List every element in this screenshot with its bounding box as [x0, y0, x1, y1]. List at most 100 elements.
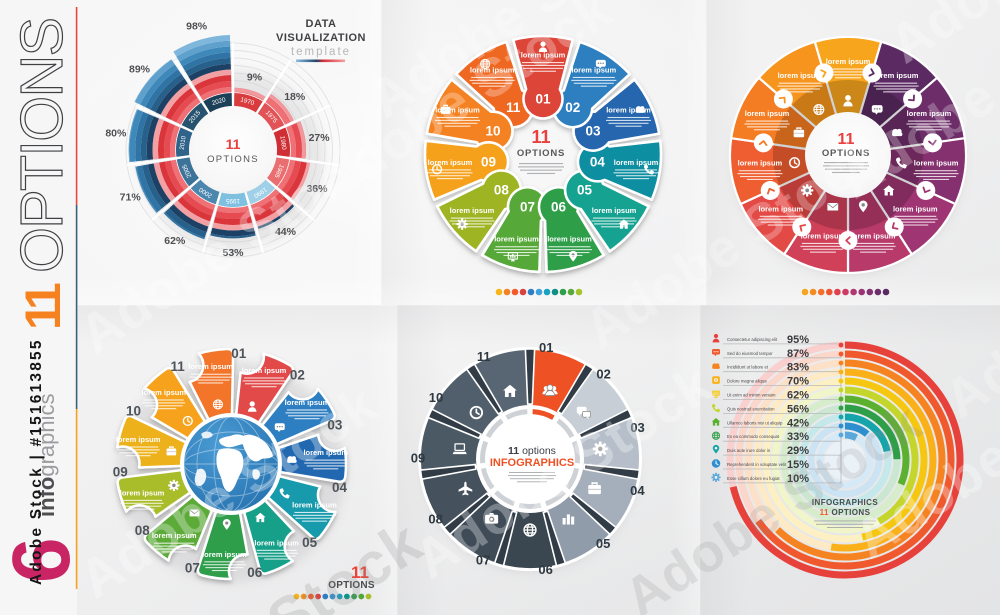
svg-text:OPTIONS: OPTIONS — [9, 19, 75, 273]
svg-text:11: 11 — [351, 563, 369, 582]
svg-text:80%: 80% — [105, 128, 127, 140]
svg-text:lorem ipsum: lorem ipsum — [450, 206, 495, 215]
svg-text:Ut enim ad minim veniam: Ut enim ad minim veniam — [727, 393, 776, 398]
svg-text:56%: 56% — [787, 403, 809, 415]
svg-text:07: 07 — [476, 553, 490, 568]
svg-text:lorem ipsum: lorem ipsum — [141, 388, 186, 397]
svg-text:06: 06 — [538, 562, 552, 577]
svg-text:1980: 1980 — [278, 135, 287, 150]
svg-text:DATA: DATA — [306, 18, 337, 30]
svg-text:83%: 83% — [787, 362, 809, 374]
svg-text:lorem ipsum: lorem ipsum — [494, 235, 539, 244]
svg-text:08: 08 — [135, 523, 151, 538]
svg-text:lorem ipsum: lorem ipsum — [801, 231, 846, 240]
svg-text:Adobe Stock | #151613855: Adobe Stock | #151613855 — [28, 338, 45, 585]
svg-text:lorem ipsum: lorem ipsum — [907, 109, 952, 118]
svg-text:template: template — [291, 46, 351, 58]
svg-text:11 options: 11 options — [508, 445, 556, 457]
svg-text:05: 05 — [596, 536, 610, 551]
svg-text:6: 6 — [0, 537, 87, 583]
svg-text:36%: 36% — [306, 183, 328, 195]
svg-text:OPTIONS: OPTIONS — [328, 580, 375, 591]
svg-text:Reprehenderit in voluptate vel: Reprehenderit in voluptate velit — [727, 462, 787, 467]
svg-text:lorem ipsum: lorem ipsum — [614, 158, 659, 167]
svg-text:Ex ea commodo consequat: Ex ea commodo consequat — [727, 434, 780, 439]
svg-text:OPTIONS: OPTIONS — [517, 148, 565, 159]
svg-text:lorem ipsum: lorem ipsum — [188, 362, 233, 371]
svg-text:06: 06 — [247, 565, 263, 580]
svg-text:Dolore magna aliqua: Dolore magna aliqua — [727, 379, 767, 384]
svg-text:2010: 2010 — [179, 135, 188, 150]
svg-text:lorem ipsum: lorem ipsum — [778, 71, 823, 80]
svg-text:44%: 44% — [275, 226, 297, 238]
svg-text:03: 03 — [586, 124, 602, 139]
svg-text:lorem ipsum: lorem ipsum — [572, 65, 617, 74]
svg-text:lorem ipsum: lorem ipsum — [758, 204, 803, 213]
svg-text:lorem ipsum: lorem ipsum — [547, 235, 592, 244]
svg-text:01: 01 — [231, 346, 247, 361]
svg-text:lorem ipsum: lorem ipsum — [826, 57, 871, 66]
svg-text:06: 06 — [551, 199, 567, 214]
svg-text:07: 07 — [520, 199, 535, 214]
svg-text:lorem ipsum: lorem ipsum — [254, 538, 299, 547]
svg-text:Consectetur adipiscing elit: Consectetur adipiscing elit — [727, 337, 778, 342]
svg-text:11: 11 — [170, 359, 185, 374]
svg-text:11: 11 — [15, 283, 71, 330]
svg-text:lorem ipsum: lorem ipsum — [435, 105, 480, 114]
svg-text:04: 04 — [332, 480, 348, 495]
svg-text:09: 09 — [481, 154, 496, 169]
svg-text:Incididunt ut labore et: Incididunt ut labore et — [727, 365, 769, 370]
svg-text:71%: 71% — [120, 191, 142, 203]
svg-text:70%: 70% — [787, 376, 809, 388]
svg-text:Sed do eiusmod tempor: Sed do eiusmod tempor — [727, 351, 773, 356]
svg-text:18%: 18% — [284, 91, 306, 103]
svg-text:11: 11 — [226, 136, 241, 152]
svg-text:04: 04 — [630, 483, 645, 498]
svg-text:09: 09 — [411, 451, 425, 466]
svg-text:infographics: infographics — [34, 394, 59, 517]
svg-text:27%: 27% — [309, 132, 331, 144]
svg-text:08: 08 — [428, 511, 442, 526]
svg-text:11: 11 — [506, 100, 521, 115]
svg-text:lorem ipsum: lorem ipsum — [303, 448, 348, 457]
svg-text:09: 09 — [113, 465, 128, 480]
svg-text:OPTIONS: OPTIONS — [822, 148, 870, 159]
svg-text:11 OPTIONS: 11 OPTIONS — [820, 508, 871, 517]
svg-text:Ullamco laboris nisi ut aliqui: Ullamco laboris nisi ut aliquip — [727, 420, 783, 425]
svg-text:lorem ipsum: lorem ipsum — [428, 158, 473, 167]
svg-text:lorem ipsum: lorem ipsum — [893, 204, 938, 213]
svg-text:01: 01 — [535, 92, 551, 107]
svg-text:24: 24 — [714, 378, 718, 382]
svg-text:08: 08 — [494, 183, 510, 198]
svg-text:10%: 10% — [787, 473, 809, 485]
svg-text:lorem ipsum: lorem ipsum — [606, 105, 651, 114]
svg-text:10: 10 — [126, 403, 141, 418]
svg-text:02: 02 — [596, 367, 610, 382]
svg-text:1995: 1995 — [226, 197, 241, 204]
svg-text:11: 11 — [477, 349, 491, 364]
svg-text:VISUALIZATION: VISUALIZATION — [276, 32, 366, 44]
svg-text:1970: 1970 — [239, 96, 255, 107]
svg-text:Duis aute irure dolor in: Duis aute irure dolor in — [727, 448, 771, 453]
svg-text:04: 04 — [590, 154, 606, 169]
svg-text:11: 11 — [838, 131, 855, 148]
svg-text:9%: 9% — [247, 71, 263, 83]
svg-text:05: 05 — [302, 535, 318, 550]
svg-text:02: 02 — [565, 100, 580, 115]
svg-text:lorem ipsum: lorem ipsum — [592, 206, 637, 215]
svg-text:11: 11 — [531, 127, 550, 147]
svg-text:lorem ipsum: lorem ipsum — [116, 435, 161, 444]
svg-text:lorem ipsum: lorem ipsum — [470, 65, 515, 74]
svg-text:INFOGRAPHICS: INFOGRAPHICS — [490, 457, 574, 469]
svg-text:62%: 62% — [787, 390, 809, 402]
svg-text:OPTIONS: OPTIONS — [207, 154, 259, 165]
svg-text:03: 03 — [630, 420, 644, 435]
svg-text:lorem ipsum: lorem ipsum — [851, 231, 896, 240]
svg-text:02: 02 — [290, 368, 305, 383]
svg-text:95%: 95% — [787, 334, 809, 346]
svg-text:10: 10 — [429, 390, 443, 405]
svg-text:98%: 98% — [186, 21, 208, 33]
svg-text:Quis nostrud exercitation: Quis nostrud exercitation — [727, 406, 775, 411]
svg-text:29%: 29% — [787, 445, 809, 457]
svg-text:lorem ipsum: lorem ipsum — [745, 109, 790, 118]
